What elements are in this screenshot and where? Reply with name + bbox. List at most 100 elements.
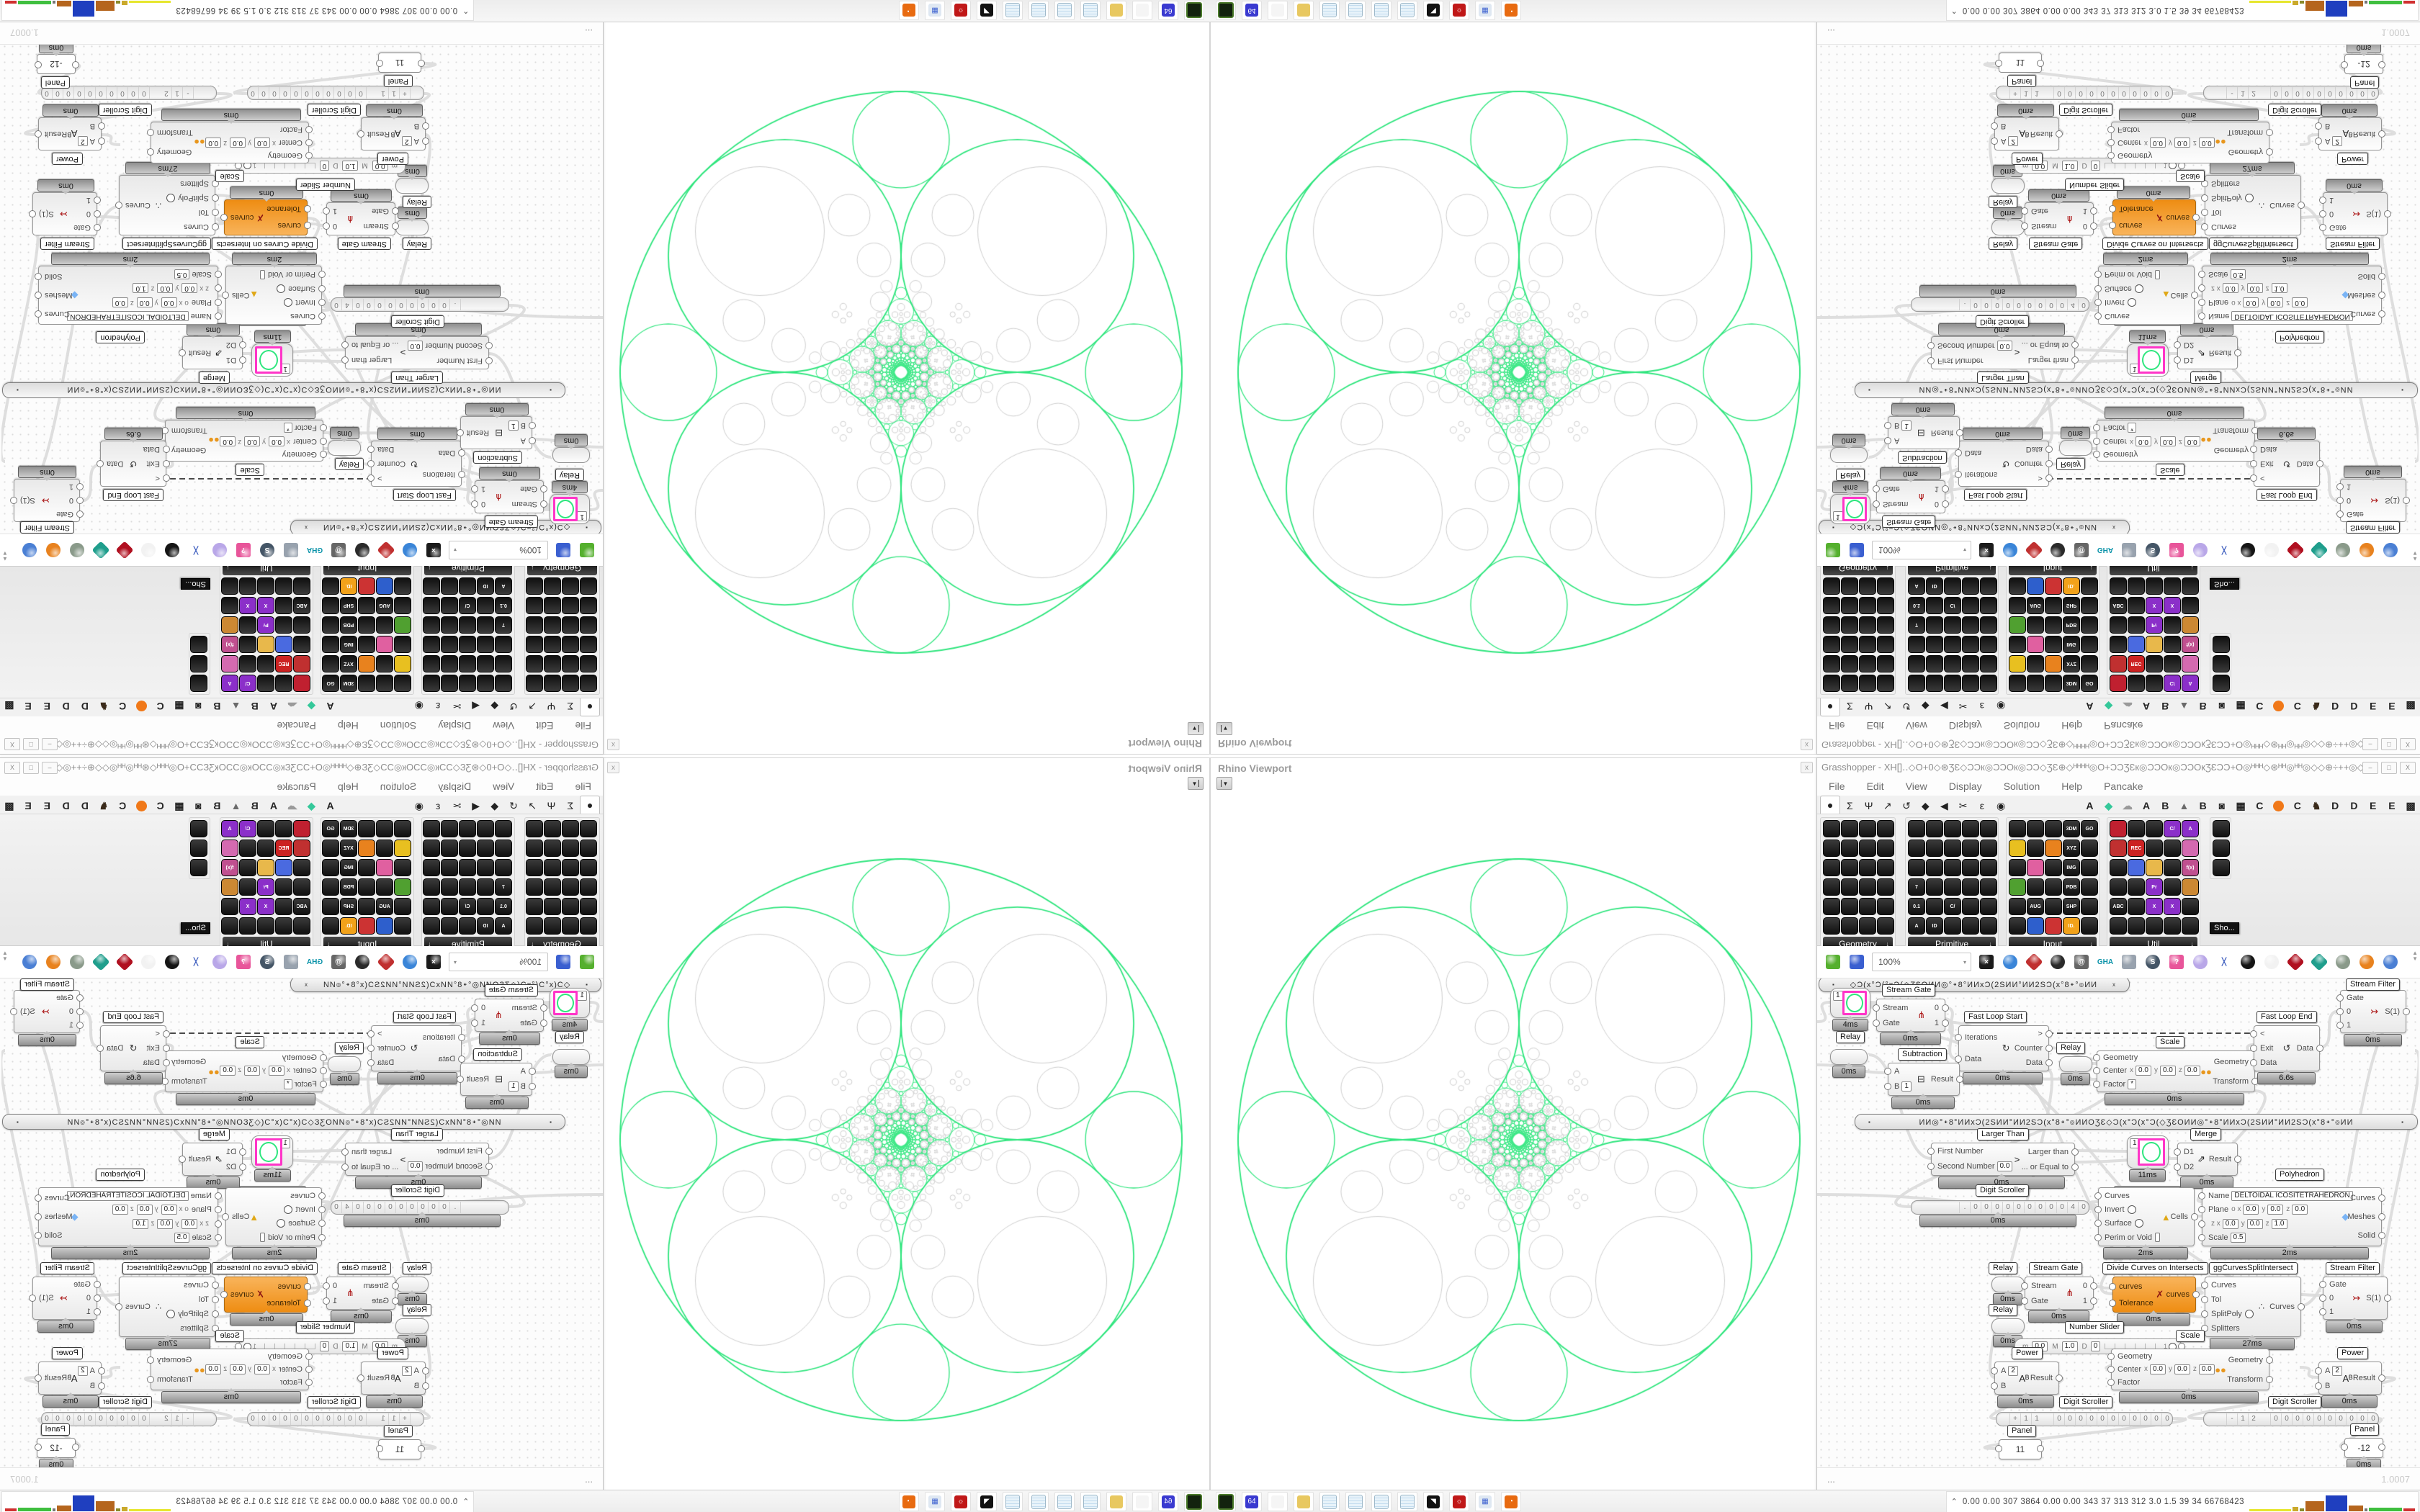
palette-cell-icon[interactable] [544, 917, 561, 935]
palette-cell-icon[interactable]: 0.1 [1908, 597, 1925, 614]
gray-ball-icon[interactable] [68, 953, 86, 971]
galapagos-dna-icon[interactable]: ╳ [2221, 546, 2227, 554]
digit-cell[interactable]: 0 [2161, 1413, 2172, 1425]
value-box[interactable]: 0.0 [2243, 1205, 2259, 1215]
input-port[interactable] [305, 1365, 313, 1373]
palette-cell-icon[interactable] [2110, 878, 2127, 896]
component-relay[interactable]: 1 Relay 4ms [1830, 469, 1870, 524]
input-port[interactable] [2250, 1045, 2257, 1052]
category-tab-2[interactable]: Ψ [1864, 701, 1873, 712]
palette-cell-icon[interactable] [293, 675, 310, 692]
digit-cell[interactable]: 4 [342, 1202, 353, 1213]
palette-cell-icon[interactable] [2110, 675, 2127, 692]
plugin-tab-16[interactable]: E [24, 800, 32, 811]
focus-extents-icon[interactable]: × [425, 953, 442, 971]
component-stream-gate[interactable]: Stream Gate ⋔ 0 1 Stream Gate 0ms [323, 1262, 399, 1323]
output-port[interactable] [115, 202, 123, 209]
component-digit-scroller[interactable]: . 0 0 0 0 0 0 0 0 0 4 0 Digit Scroller 0ms [1911, 285, 2089, 328]
input-port[interactable] [1995, 60, 2002, 67]
close-button[interactable]: X [2400, 761, 2416, 774]
palette-cell-icon[interactable] [1980, 597, 1997, 614]
palette-cell-icon[interactable] [2045, 616, 2062, 634]
value-box[interactable]: 0.0 [244, 436, 261, 447]
palette-cell-icon[interactable] [2164, 577, 2181, 595]
palette-cell-icon[interactable] [239, 917, 256, 935]
value-box[interactable]: 1 [1901, 420, 1912, 431]
digit-cell[interactable]: 1 [389, 1413, 400, 1425]
palette-cell-icon[interactable] [1859, 820, 1876, 837]
palette-cell-icon[interactable] [526, 898, 543, 915]
palette-cell-icon[interactable] [2182, 597, 2199, 614]
output-port[interactable] [2316, 1045, 2323, 1052]
input-port[interactable] [418, 1445, 425, 1452]
input-port[interactable] [2094, 299, 2102, 307]
plugin-tab-3[interactable]: A [2142, 800, 2151, 811]
input-port[interactable] [212, 223, 219, 230]
palette-cell-icon[interactable] [459, 917, 476, 935]
palette-cell-icon[interactable] [2045, 597, 2062, 614]
palette-cell-icon[interactable] [1877, 840, 1894, 857]
value-box[interactable]: 0.0 [2222, 1218, 2238, 1229]
palette-cell-icon[interactable]: ABC [2110, 898, 2127, 915]
lightbulb-icon[interactable] [2192, 953, 2209, 971]
digit-cell[interactable]: 1 [2031, 87, 2042, 99]
publish-doc-icon[interactable] [282, 541, 300, 559]
palette-cell-icon[interactable]: C/ [239, 675, 256, 692]
option-checkbox[interactable] [260, 1233, 265, 1243]
input-port[interactable] [2315, 122, 2322, 130]
palette-cell-icon[interactable] [2110, 859, 2127, 876]
palette-cell-icon[interactable] [2146, 577, 2163, 595]
palette-cell-icon[interactable] [376, 820, 393, 837]
digit-cell[interactable]: 0 [356, 1413, 367, 1425]
palette-cell-icon[interactable] [1962, 917, 1979, 935]
palette-cell-icon[interactable] [1944, 675, 1961, 692]
menu-item-pancake[interactable]: Pancake [277, 720, 316, 732]
palette-cell-icon[interactable] [526, 820, 543, 837]
output-port[interactable] [2378, 1213, 2385, 1220]
output-port[interactable] [147, 148, 154, 156]
console-app-icon[interactable] [1216, 1492, 1236, 1511]
output-port[interactable] [2056, 1374, 2063, 1382]
digit-cell[interactable]: 0 [2064, 1413, 2075, 1425]
palette-cell-icon[interactable] [423, 577, 440, 595]
category-tab-3[interactable]: ↗ [528, 701, 537, 713]
palette-cell-icon[interactable] [358, 597, 375, 614]
input-port[interactable] [485, 357, 493, 364]
value-box[interactable]: 1.0 [2271, 283, 2287, 294]
palette-cell-icon[interactable] [1908, 859, 1925, 876]
title-bar[interactable]: Grasshopper - XH[]‥◇O+0◇⊛ƷƐ◇ƆƆк◎ƆƆOк◎ƆƆ◇… [0, 758, 603, 777]
input-port[interactable] [458, 1056, 465, 1063]
component-fast-loop-start[interactable]: Iterations Data ↻ > Counter Data Fast Loop Sta… [367, 1011, 465, 1084]
gift-box-icon[interactable]: ? [235, 541, 252, 559]
digit-cell[interactable]: 0 [1970, 299, 1981, 310]
palette-cell-icon[interactable] [394, 820, 411, 837]
component-stream-gate[interactable]: Stream Gate ⋔ 0 1 Stream Gate 0ms [1873, 467, 1949, 528]
output-port[interactable] [179, 349, 186, 356]
value-box[interactable]: 0.0 [182, 283, 198, 294]
category-tab-4[interactable]: ↺ [1902, 799, 1911, 811]
value-box[interactable]: 0.0 [2136, 1065, 2151, 1076]
output-port[interactable] [115, 1303, 123, 1310]
palette-cell-icon[interactable] [322, 577, 339, 595]
digit-cell[interactable]: 0 [280, 1413, 291, 1425]
palette-cell-icon[interactable] [2110, 636, 2127, 653]
digit-cell[interactable]: 0 [2292, 87, 2303, 99]
output-port[interactable] [471, 500, 478, 508]
palette-cell-icon[interactable] [495, 840, 512, 857]
value-box[interactable]: 0.0 [2174, 1364, 2190, 1374]
gha-badge-icon[interactable]: GHA [306, 958, 323, 966]
plugin-tab-5[interactable]: ▲ [2179, 701, 2190, 712]
input-port[interactable] [320, 438, 327, 446]
category-tab-5[interactable]: ◆ [490, 799, 499, 811]
palette-cell-icon[interactable] [1823, 840, 1840, 857]
palette-cell-icon[interactable]: GO [322, 820, 339, 837]
title-bar[interactable]: Grasshopper - XH[]‥◇O+0◇⊛ƷƐ◇ƆƆк◎ƆƆOк◎ƆƆ◇… [0, 735, 603, 754]
firefox-app-icon[interactable]: ◔ [899, 1492, 919, 1511]
input-port[interactable] [1873, 485, 1880, 493]
component-divide-curves-on-intersects[interactable]: curves Tolerance ✗ curves Divide Curves on I… [212, 1262, 318, 1326]
category-tab-1[interactable]: Σ [567, 701, 573, 712]
value-box[interactable]: 0.0 [205, 138, 222, 148]
input-port[interactable] [1873, 1004, 1880, 1012]
output-port[interactable] [2056, 130, 2063, 138]
palette-cell-icon[interactable] [423, 675, 440, 692]
